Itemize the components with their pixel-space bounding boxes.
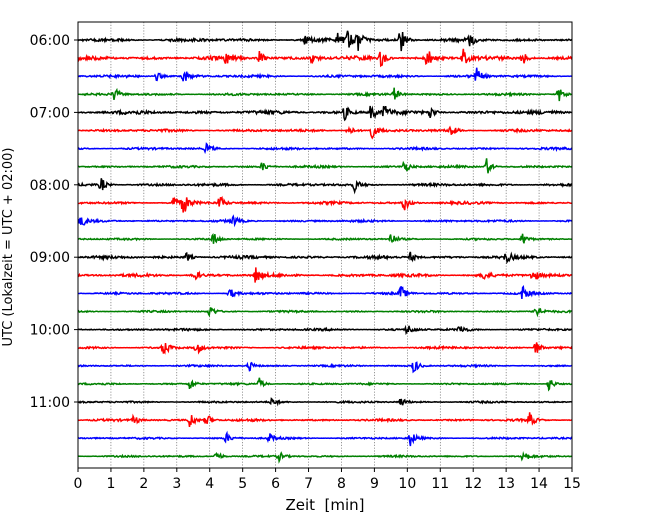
x-tick-label: 7 xyxy=(304,476,313,492)
trace-0945 xyxy=(77,307,573,318)
y-tick-label: 08:00 xyxy=(30,178,70,194)
trace-0630 xyxy=(77,67,573,82)
trace-1115 xyxy=(77,412,573,427)
trace-1100 xyxy=(77,397,573,407)
x-tick-label: 6 xyxy=(271,476,280,492)
x-tick-label: 5 xyxy=(238,476,247,492)
x-tick-label: 10 xyxy=(398,476,416,492)
trace-1130 xyxy=(77,430,573,447)
x-tick-label: 2 xyxy=(139,476,148,492)
x-tick-label: 0 xyxy=(74,476,83,492)
trace-0600 xyxy=(77,30,573,52)
x-tick-label: 13 xyxy=(497,476,515,492)
trace-0745 xyxy=(77,158,573,174)
y-axis-label: UTC (Lokalzeit = UTC + 02:00) xyxy=(1,148,16,347)
trace-0930 xyxy=(77,285,573,299)
y-tick-label: 07:00 xyxy=(30,105,70,121)
x-tick-label: 3 xyxy=(172,476,181,492)
trace-0900 xyxy=(77,251,573,265)
trace-0915 xyxy=(77,267,573,283)
y-axis-ticks: 06:00 07:00 08:00 09:00 10:00 11:00 xyxy=(30,33,78,411)
x-tick-label: 8 xyxy=(337,476,346,492)
y-tick-label: 06:00 xyxy=(30,33,70,49)
trace-1030 xyxy=(77,361,573,374)
y-tick-label: 11:00 xyxy=(30,395,70,411)
x-tick-label: 9 xyxy=(370,476,379,492)
trace-0815 xyxy=(77,195,573,213)
plot-frame xyxy=(77,21,573,469)
trace-0830 xyxy=(77,214,573,228)
x-tick-label: 15 xyxy=(563,476,581,492)
seismogram-traces xyxy=(77,30,573,464)
trace-1000 xyxy=(77,324,573,336)
trace-0800 xyxy=(77,178,573,195)
trace-1145 xyxy=(77,451,573,464)
trace-0645 xyxy=(77,87,573,102)
trace-0730 xyxy=(77,142,573,155)
trace-0715 xyxy=(77,125,573,140)
x-tick-label: 14 xyxy=(530,476,548,492)
x-tick-label: 1 xyxy=(106,476,115,492)
trace-1045 xyxy=(77,377,573,392)
trace-0845 xyxy=(77,233,573,244)
trace-0615 xyxy=(77,48,573,68)
y-tick-label: 09:00 xyxy=(30,250,70,266)
x-axis-ticks: 0 1 2 3 4 5 6 7 8 9 10 11 12 13 14 15 xyxy=(74,468,581,492)
x-axis-label: Zeit [min] xyxy=(285,496,364,514)
x-tick-label: 12 xyxy=(464,476,482,492)
y-tick-label: 10:00 xyxy=(30,323,70,339)
trace-0700 xyxy=(77,105,573,122)
trace-1015 xyxy=(77,342,573,355)
x-tick-label: 4 xyxy=(205,476,214,492)
x-tick-label: 11 xyxy=(431,476,449,492)
